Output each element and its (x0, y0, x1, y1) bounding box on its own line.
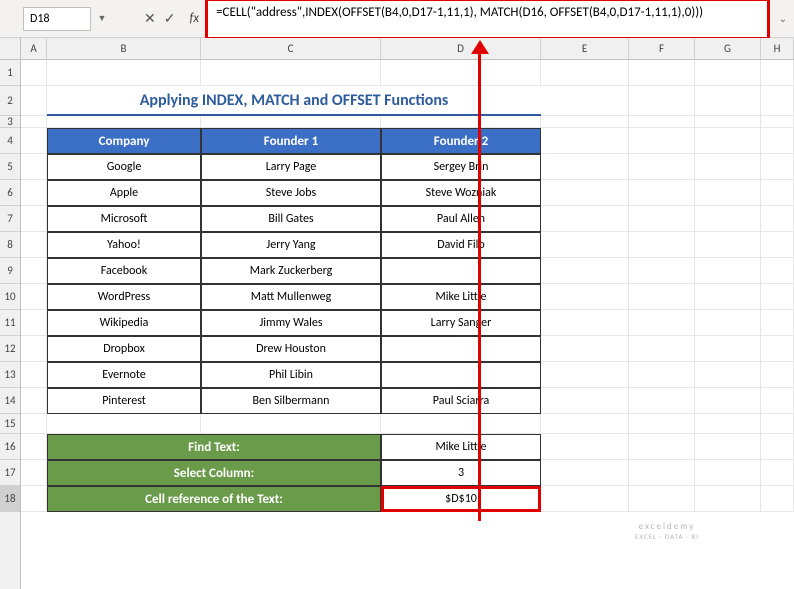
table-cell[interactable]: Larry Sanger (381, 310, 541, 336)
table-cell[interactable]: Mike Little (381, 284, 541, 310)
table-cell[interactable]: Pinterest (47, 388, 201, 414)
row-header[interactable]: 16 (0, 434, 20, 460)
row-header[interactable]: 14 (0, 388, 20, 414)
row-header[interactable]: 1 (0, 60, 20, 86)
fx-icon[interactable]: fx (189, 11, 199, 26)
table-cell[interactable]: Larry Page (201, 154, 381, 180)
find-text-value[interactable]: Mike Little (381, 434, 541, 460)
row-headers: 1 2 3 4 5 6 7 8 9 10 11 12 13 14 15 16 1… (0, 38, 21, 589)
row-header[interactable]: 5 (0, 154, 20, 180)
column-header[interactable]: G (695, 38, 761, 59)
column-header[interactable]: H (761, 38, 794, 59)
column-headers: A B C D E F G H (21, 38, 794, 60)
table-cell[interactable]: David Filo (381, 232, 541, 258)
table-cell[interactable]: Evernote (47, 362, 201, 388)
row-header[interactable]: 2 (0, 86, 20, 116)
table-cell[interactable]: Jimmy Wales (201, 310, 381, 336)
table-header: Founder 2 (381, 128, 541, 154)
table-cell[interactable]: WordPress (47, 284, 201, 310)
table-cell[interactable] (381, 336, 541, 362)
cell-ref-result[interactable]: $D$10 (381, 486, 541, 512)
table-cell[interactable]: Paul Sciarra (381, 388, 541, 414)
table-header: Founder 1 (201, 128, 381, 154)
watermark: exceldemy EXCEL · DATA · BI (635, 522, 699, 541)
table-cell[interactable]: Bill Gates (201, 206, 381, 232)
cancel-formula-icon[interactable]: ✕ (144, 10, 156, 27)
row-header[interactable]: 18 (0, 486, 20, 512)
table-cell[interactable]: Steve Wozniak (381, 180, 541, 206)
table-cell[interactable]: Ben Silbermann (201, 388, 381, 414)
formula-bar[interactable]: =CELL("address",INDEX(OFFSET(B4,0,D17-1,… (205, 0, 770, 40)
row-header[interactable]: 4 (0, 128, 20, 154)
table-cell[interactable]: Apple (47, 180, 201, 206)
row-header[interactable]: 8 (0, 232, 20, 258)
table-cell[interactable]: Steve Jobs (201, 180, 381, 206)
row-header[interactable]: 15 (0, 414, 20, 434)
column-header[interactable]: E (541, 38, 629, 59)
table-header: Company (47, 128, 201, 154)
cell-ref-label: Cell reference of the Text: (47, 486, 381, 512)
name-box[interactable] (23, 7, 91, 31)
select-column-label: Select Column: (47, 460, 381, 486)
row-header[interactable]: 7 (0, 206, 20, 232)
table-cell[interactable]: Wikipedia (47, 310, 201, 336)
row-header[interactable]: 10 (0, 284, 20, 310)
find-text-label: Find Text: (47, 434, 381, 460)
table-cell[interactable]: Matt Mullenweg (201, 284, 381, 310)
column-header[interactable]: B (47, 38, 201, 59)
table-cell[interactable]: Dropbox (47, 336, 201, 362)
table-cell[interactable]: Yahoo! (47, 232, 201, 258)
page-title: Applying INDEX, MATCH and OFFSET Functio… (47, 86, 541, 116)
annotation-arrow-head (471, 40, 489, 54)
table-cell[interactable]: Sergey Brin (381, 154, 541, 180)
table-cell[interactable]: Google (47, 154, 201, 180)
accept-formula-icon[interactable]: ✓ (164, 10, 176, 27)
spreadsheet-grid: 1 2 3 4 5 6 7 8 9 10 11 12 13 14 15 16 1… (0, 38, 794, 589)
table-cell[interactable]: Drew Houston (201, 336, 381, 362)
row-header[interactable]: 11 (0, 310, 20, 336)
table-cell[interactable]: Phil Libin (201, 362, 381, 388)
expand-formula-bar-icon[interactable]: ⌄ (776, 12, 790, 25)
row-header[interactable]: 12 (0, 336, 20, 362)
table-cell[interactable]: Jerry Yang (201, 232, 381, 258)
column-header[interactable]: F (629, 38, 695, 59)
select-column-value[interactable]: 3 (381, 460, 541, 486)
column-header[interactable]: C (201, 38, 381, 59)
table-cell[interactable]: Microsoft (47, 206, 201, 232)
table-cell[interactable]: Facebook (47, 258, 201, 284)
row-header[interactable]: 6 (0, 180, 20, 206)
name-box-dropdown[interactable]: ▼ (95, 13, 109, 24)
annotation-arrow-line (478, 46, 481, 521)
table-cell[interactable] (381, 258, 541, 284)
row-header[interactable]: 3 (0, 116, 20, 128)
table-cell[interactable]: Paul Allen (381, 206, 541, 232)
row-header[interactable]: 13 (0, 362, 20, 388)
table-cell[interactable]: Mark Zuckerberg (201, 258, 381, 284)
column-header[interactable]: D (381, 38, 541, 59)
column-header[interactable]: A (21, 38, 47, 59)
row-header[interactable]: 9 (0, 258, 20, 284)
table-cell[interactable] (381, 362, 541, 388)
formula-bar-area: ▼ ✕ ✓ fx =CELL("address",INDEX(OFFSET(B4… (0, 0, 794, 38)
row-header[interactable]: 17 (0, 460, 20, 486)
